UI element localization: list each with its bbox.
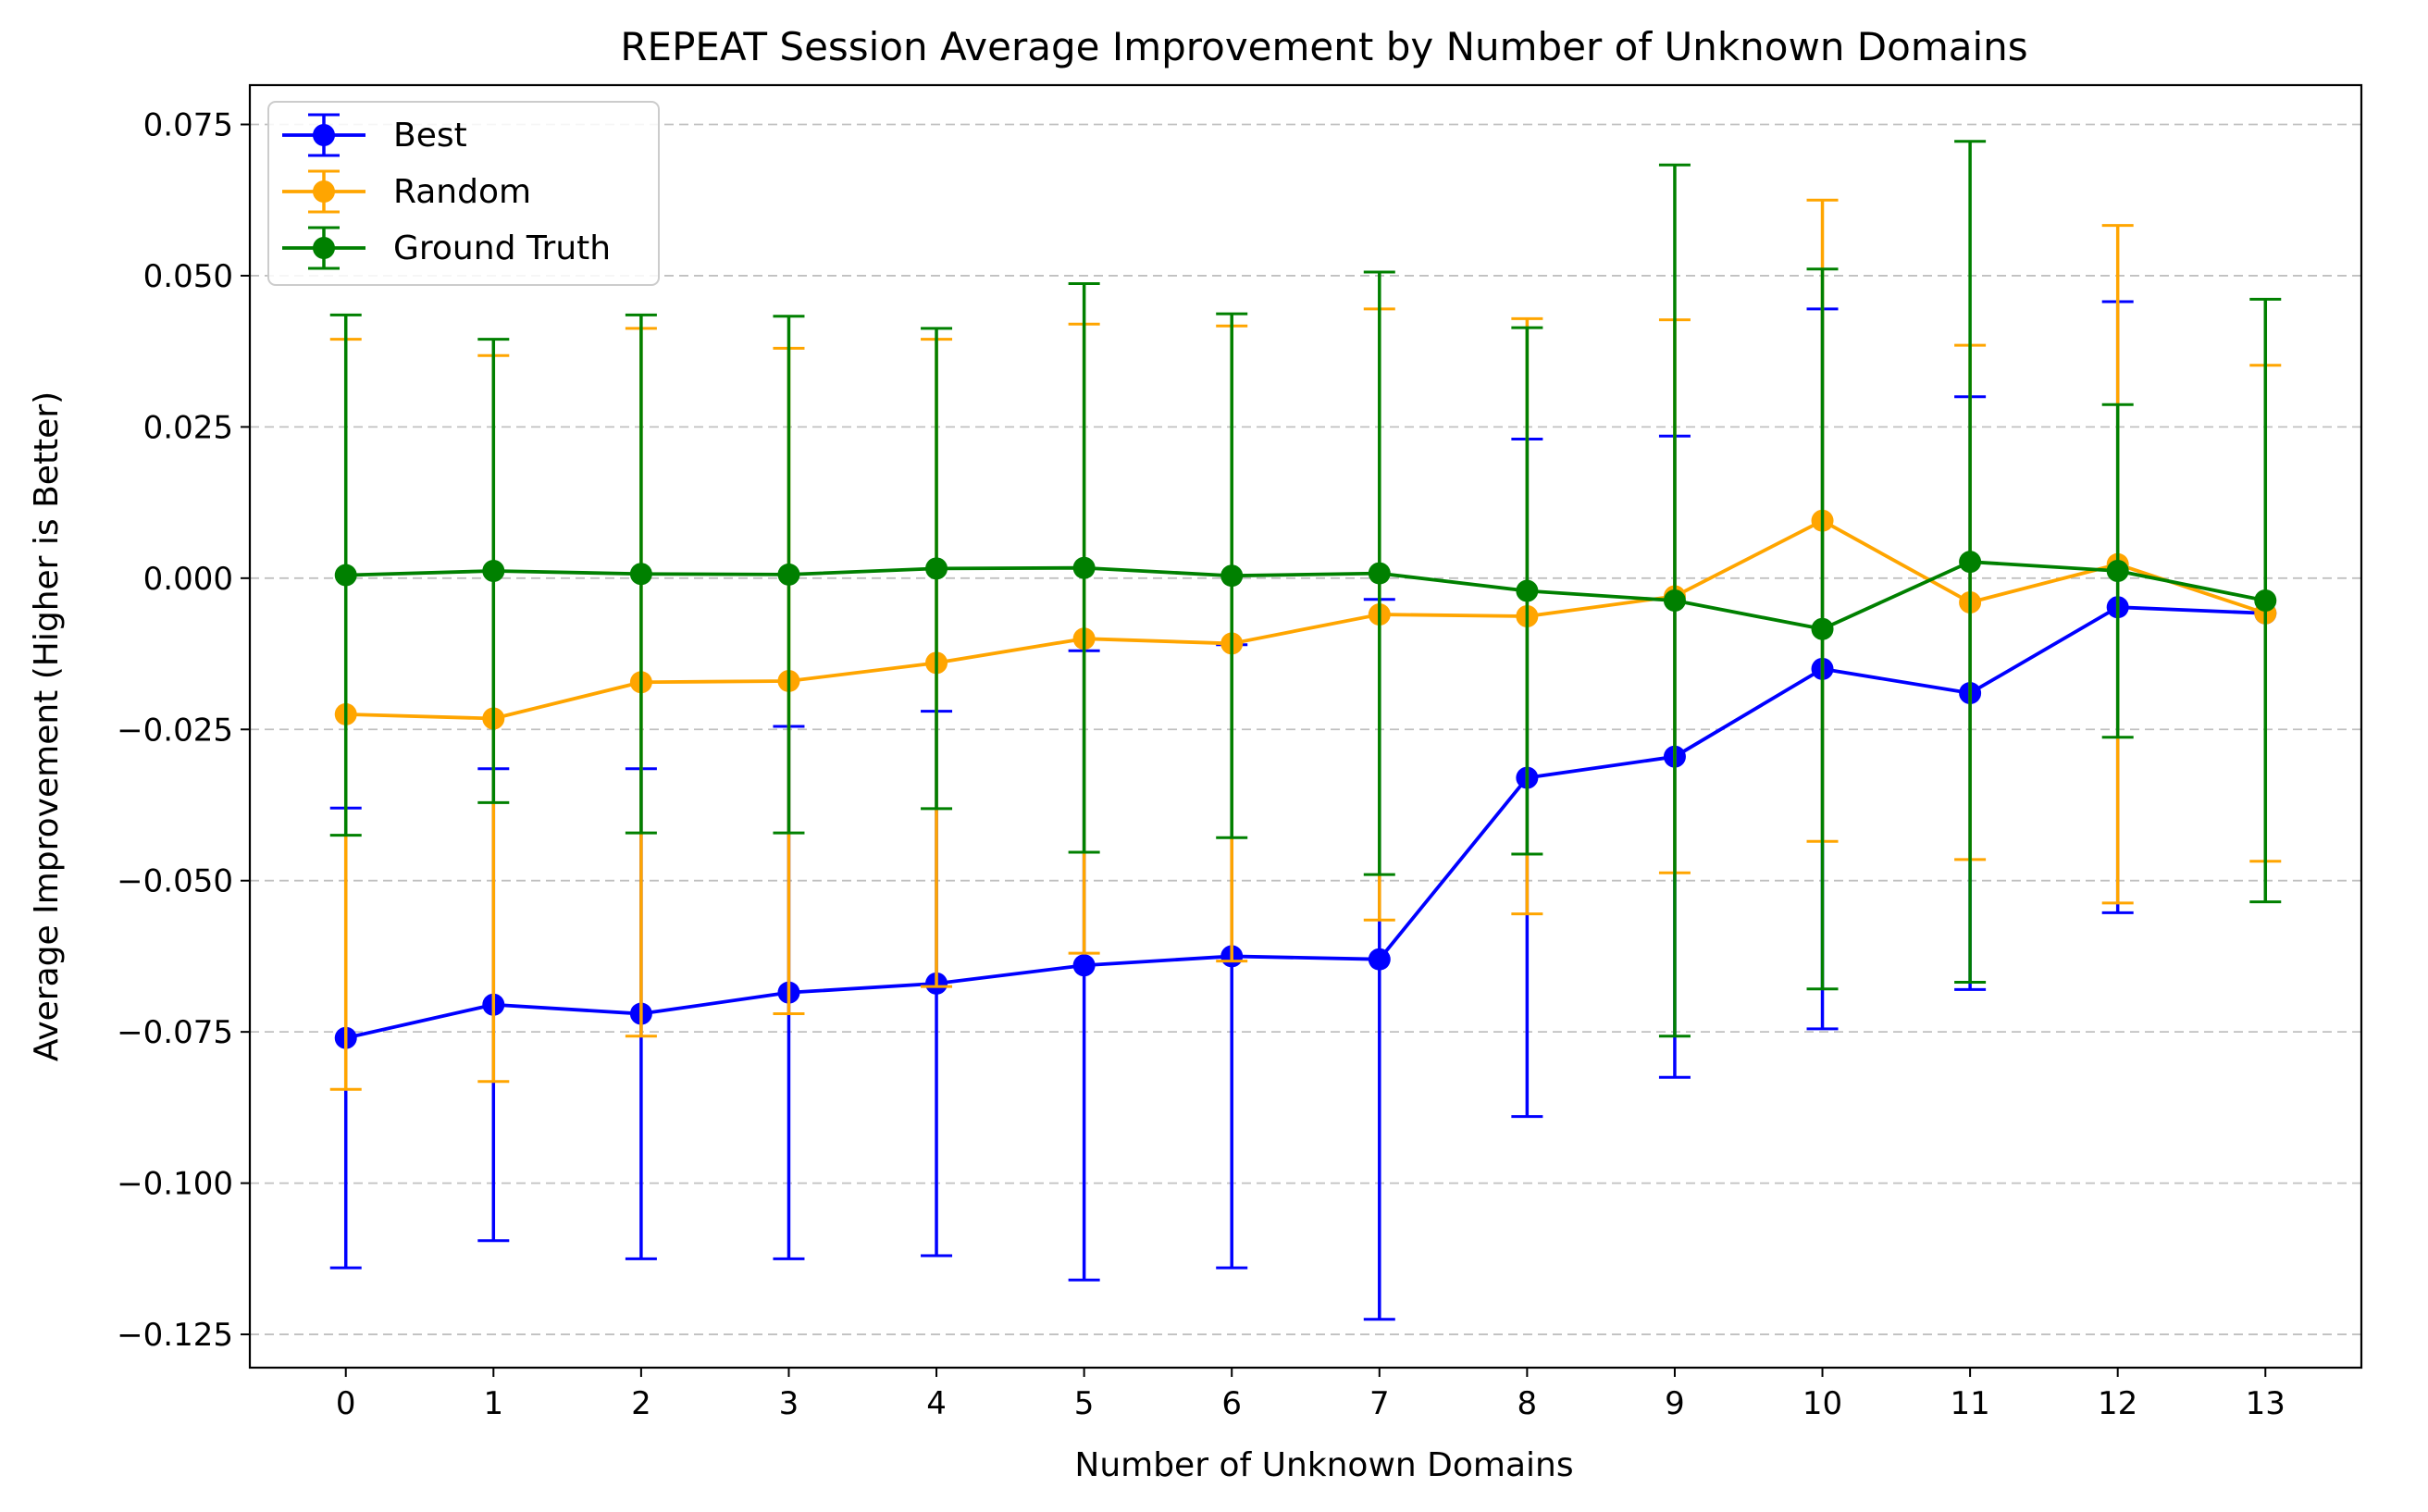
series-line [345,605,2266,1040]
data-point [482,559,505,582]
y-axis-label: Average Improvement (Higher is Better) [28,391,66,1061]
series-line [345,560,2266,631]
data-point [1368,562,1391,585]
y-tick-label: 0.000 [143,561,233,598]
x-tick-label: 10 [1802,1385,1842,1422]
x-tick-label: 7 [1369,1385,1390,1422]
data-point [1959,551,1982,574]
data-point [1811,617,1834,640]
y-tick-label: 0.075 [143,106,233,143]
legend-marker [313,180,335,203]
series-layer [329,140,2282,1321]
x-tick-label: 13 [2246,1385,2286,1422]
x-tick-label: 1 [483,1385,503,1422]
legend-box [267,101,660,286]
data-point [925,557,948,580]
chart-title: REPEAT Session Average Improvement by Nu… [620,24,2027,69]
data-point [1072,556,1096,579]
y-tick-label: 0.025 [143,409,233,446]
x-tick-label: 8 [1518,1385,1538,1422]
legend-marker [313,237,335,259]
data-point [1663,589,1686,613]
x-tick-label: 2 [631,1385,651,1422]
plot-frame [248,83,2363,1369]
x-tick-label: 6 [1221,1385,1242,1422]
data-point [1220,564,1244,588]
data-point [1368,948,1391,971]
data-point [629,563,652,586]
y-tick-label: −0.125 [117,1317,233,1354]
x-tick-label: 11 [1950,1385,1989,1422]
data-point [777,563,800,586]
y-tick-label: −0.050 [117,863,233,900]
legend-marker [313,124,335,146]
legend-label: Random [393,173,531,211]
x-tick-label: 12 [2098,1385,2137,1422]
grid-layer [250,123,2361,1335]
x-tick-label: 9 [1665,1385,1685,1422]
data-point [1516,579,1539,602]
data-point [2106,559,2129,582]
y-tick-label: 0.050 [143,258,233,295]
y-tick-label: −0.100 [117,1166,233,1203]
data-point [1072,954,1096,977]
legend-label: Best [393,117,467,155]
legend: Best Random Ground Truth [267,101,660,286]
x-tick-label: 5 [1074,1385,1095,1422]
data-point [2254,589,2277,613]
x-tick-label: 3 [779,1385,799,1422]
axis-layer: 0.075 0.050 0.025 0.000 −0.025 −0.050 −0.075 −0… [117,106,2286,1422]
x-tick-label: 0 [336,1385,356,1422]
y-tick-label: −0.075 [117,1014,233,1051]
data-point [334,564,357,587]
series-ground-truth [329,140,2282,1038]
y-tick-label: −0.025 [117,712,233,749]
x-axis-label: Number of Unknown Domains [1074,1446,1573,1484]
x-tick-label: 4 [926,1385,947,1422]
series-line [345,518,2266,721]
legend-label: Ground Truth [393,229,611,267]
